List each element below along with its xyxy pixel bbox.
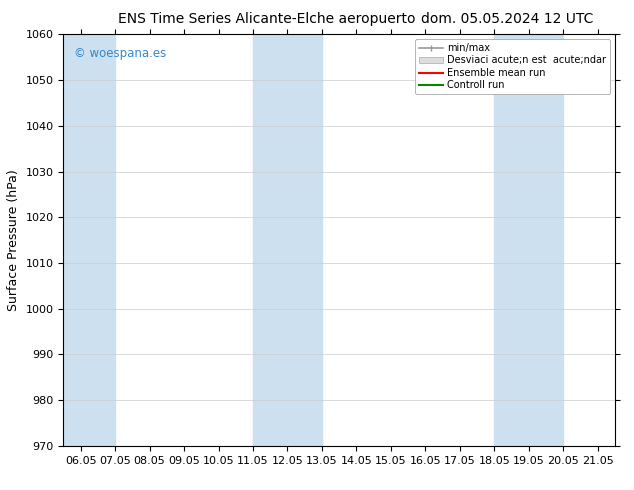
Legend: min/max, Desviaci acute;n est  acute;ndar, Ensemble mean run, Controll run: min/max, Desviaci acute;n est acute;ndar… bbox=[415, 39, 610, 94]
Text: © woespana.es: © woespana.es bbox=[74, 47, 167, 60]
Text: dom. 05.05.2024 12 UTC: dom. 05.05.2024 12 UTC bbox=[421, 12, 593, 26]
Bar bbox=[495, 34, 563, 446]
Text: ENS Time Series Alicante-Elche aeropuerto: ENS Time Series Alicante-Elche aeropuert… bbox=[117, 12, 415, 26]
Y-axis label: Surface Pressure (hPa): Surface Pressure (hPa) bbox=[7, 169, 20, 311]
Bar bbox=[253, 34, 322, 446]
Bar bbox=[63, 34, 115, 446]
